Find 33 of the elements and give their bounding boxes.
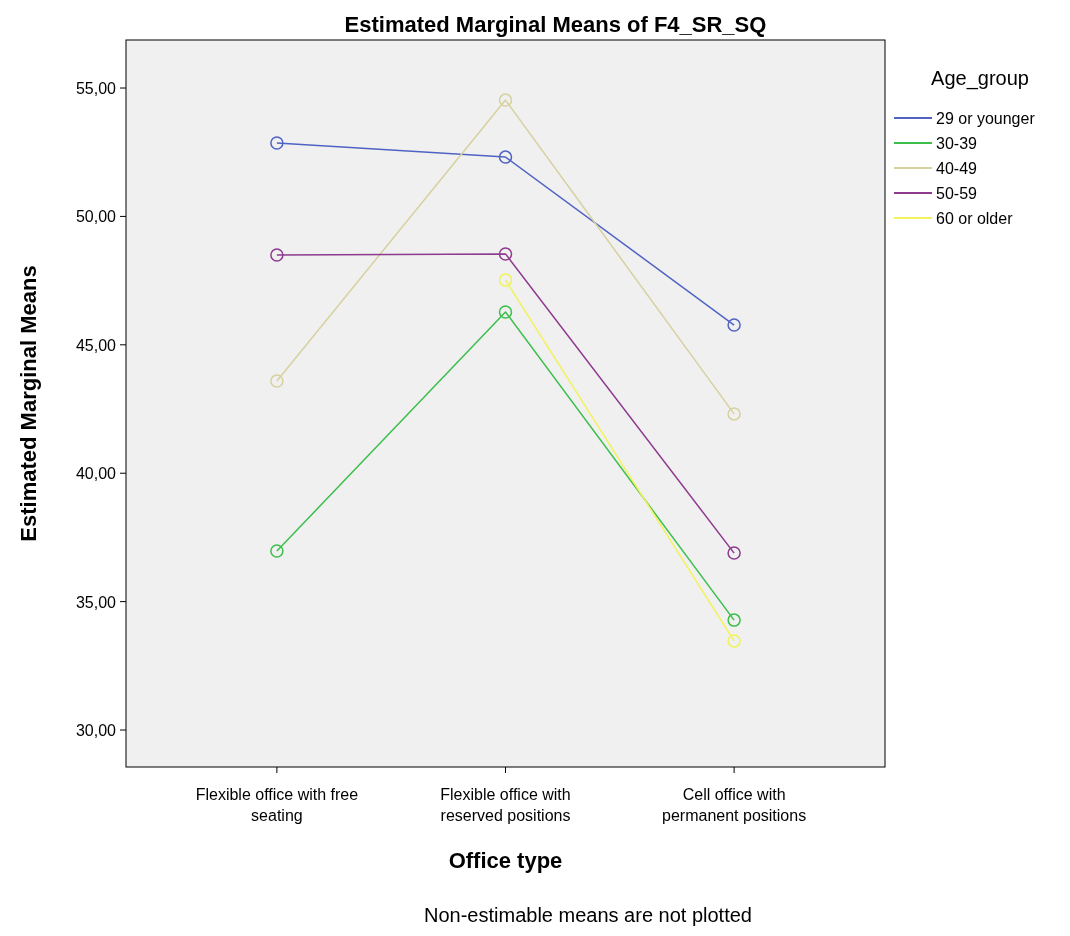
y-tick-label: 35,00 — [75, 593, 117, 611]
legend-label: 60 or older — [936, 210, 1014, 227]
point — [498, 273, 513, 287]
y-tick-label: 45,00 — [75, 336, 117, 354]
point — [498, 93, 513, 107]
y-tick-label: 50,00 — [75, 208, 117, 226]
y-tick-label: 55,00 — [75, 80, 117, 98]
legend-label: 30-39 — [936, 135, 978, 152]
point — [727, 613, 741, 627]
point — [270, 136, 284, 150]
point — [498, 305, 513, 319]
legend-label: 40-49 — [936, 160, 978, 177]
text: Non-estimable means are not plotted — [424, 904, 752, 926]
point — [270, 374, 284, 388]
legend-label: 50-59 — [936, 185, 978, 202]
legend-label: 29 or younger — [936, 110, 1036, 127]
x-tick-label: Flexible office with reserved positions — [440, 786, 571, 824]
point — [498, 150, 513, 164]
legend-title: Age_group — [931, 67, 1029, 90]
point — [270, 248, 284, 262]
point — [727, 634, 741, 648]
point — [727, 318, 741, 332]
point — [727, 407, 741, 421]
x-tick-label: Cell office with permanent positions — [662, 786, 807, 824]
y-tick-label: 30,00 — [75, 722, 117, 740]
chart-title: Estimated Marginal Means of F4_SR_SQ — [344, 12, 767, 37]
point — [270, 544, 284, 558]
y-axis-title: Estimated Marginal Means — [16, 265, 41, 542]
x-tick-label: Flexible office with free seating — [195, 786, 359, 824]
point — [498, 247, 513, 261]
point — [727, 546, 741, 560]
x-axis-title: Office type — [448, 848, 563, 873]
y-tick-label: 40,00 — [75, 465, 117, 483]
